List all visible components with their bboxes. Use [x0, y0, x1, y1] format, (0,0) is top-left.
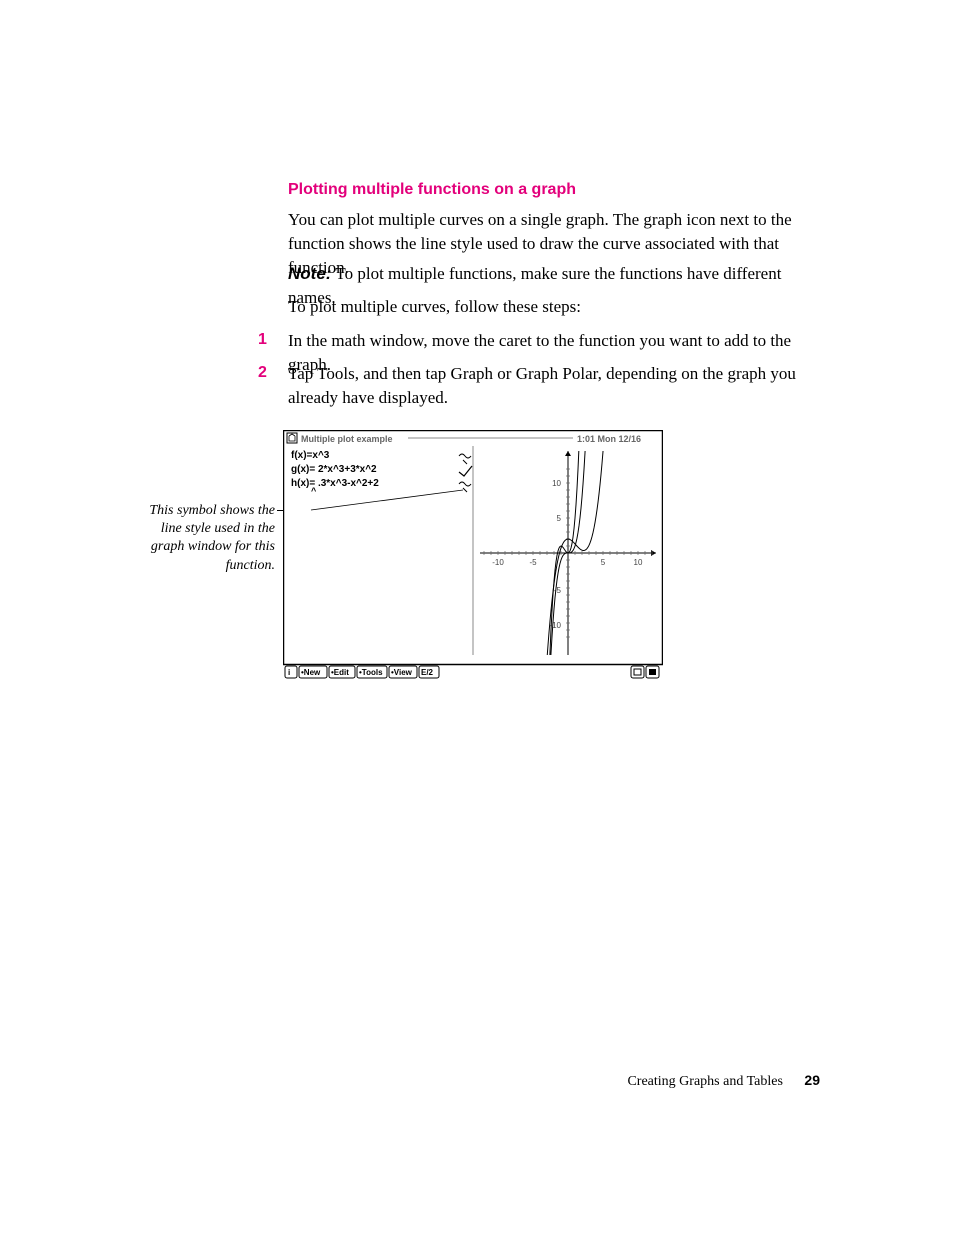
svg-text:-10: -10: [492, 558, 504, 567]
svg-text:5: 5: [601, 558, 606, 567]
svg-text:10: 10: [552, 479, 561, 488]
svg-text:•View: •View: [391, 668, 413, 677]
svg-text:E/2: E/2: [421, 668, 434, 677]
section-heading: Plotting multiple functions on a graph: [288, 181, 576, 199]
margin-callout: This symbol shows the line style used in…: [140, 502, 275, 575]
note-label: Note:: [288, 264, 331, 283]
svg-text:•Tools: •Tools: [359, 668, 383, 677]
svg-text:•New: •New: [301, 668, 321, 677]
svg-text:10: 10: [634, 558, 643, 567]
document-page: Plotting multiple functions on a graph Y…: [0, 0, 954, 1235]
step-text: Tap Tools, and then tap Graph or Graph P…: [288, 362, 798, 410]
app-screenshot: Multiple plot example 1:01 Mon 12/16 f(x…: [283, 430, 663, 680]
svg-text:h(x)= .3*x^3-x^2+2: h(x)= .3*x^3-x^2+2: [291, 478, 379, 489]
svg-text:Multiple plot example: Multiple plot example: [301, 434, 393, 444]
svg-text:g(x)= 2*x^3+3*x^2: g(x)= 2*x^3+3*x^2: [291, 464, 377, 475]
footer-page-number: 29: [804, 1072, 820, 1088]
page-footer: Creating Graphs and Tables 29: [0, 1072, 820, 1090]
svg-text:5: 5: [557, 514, 562, 523]
step-number: 2: [258, 362, 267, 384]
svg-text:^: ^: [311, 486, 317, 496]
footer-chapter: Creating Graphs and Tables: [627, 1074, 782, 1089]
svg-text:f(x)=x^3: f(x)=x^3: [291, 450, 330, 461]
svg-text:•Edit: •Edit: [331, 668, 349, 677]
svg-text:1:01 Mon 12/16: 1:01 Mon 12/16: [577, 434, 641, 444]
svg-text:-5: -5: [529, 558, 537, 567]
svg-text:i: i: [288, 668, 290, 677]
step-number: 1: [258, 329, 267, 351]
screenshot-svg: Multiple plot example 1:01 Mon 12/16 f(x…: [283, 430, 663, 680]
instruction-lead: To plot multiple curves, follow these st…: [288, 295, 800, 319]
